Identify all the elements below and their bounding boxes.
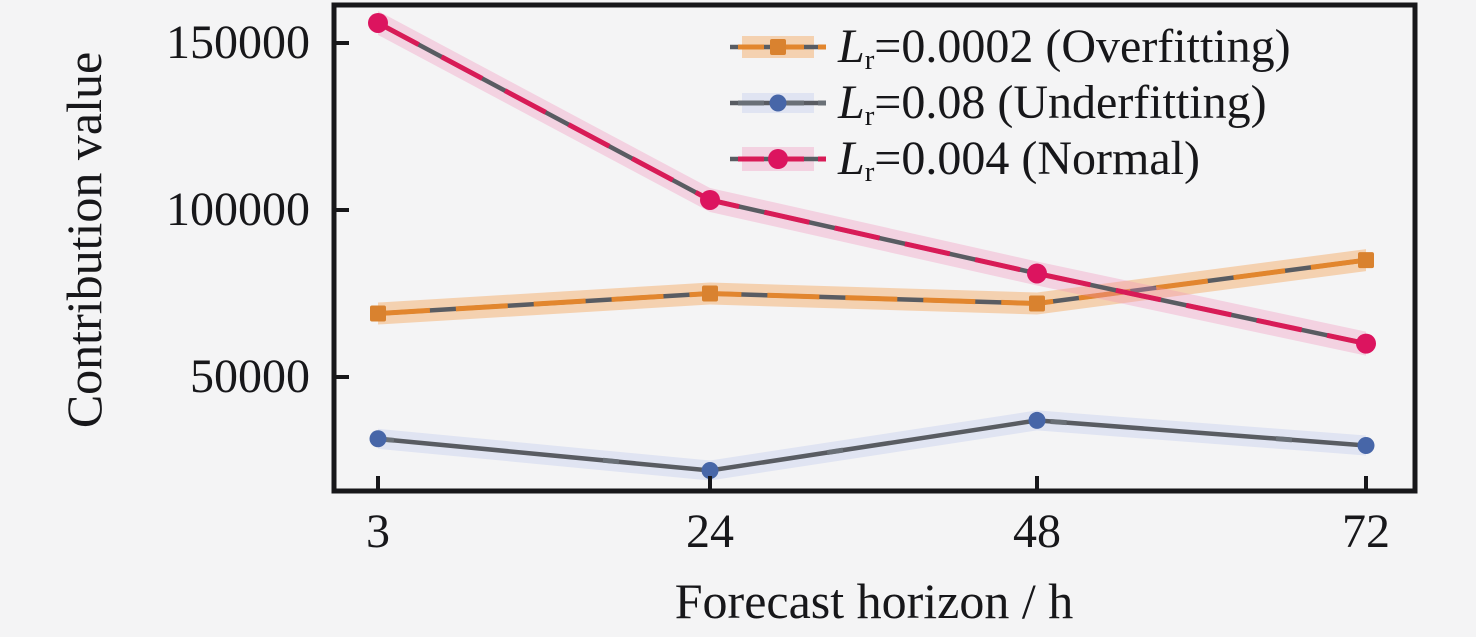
x-tick-72: 72 bbox=[1342, 505, 1390, 558]
legend-label-underfitting: Lr=0.08 (Underfitting) bbox=[838, 75, 1267, 132]
data-point-marker bbox=[1356, 333, 1376, 354]
legend: Lr=0.0002 (Overfitting) Lr=0.08 (Underfi… bbox=[728, 19, 1291, 188]
legend-item-normal: Lr=0.004 (Normal) bbox=[728, 131, 1291, 188]
data-point-marker bbox=[1358, 252, 1374, 269]
data-point-marker bbox=[370, 305, 386, 322]
y-axis-label: Contribution value bbox=[56, 51, 112, 429]
data-point-marker bbox=[1028, 411, 1046, 429]
series-line-2 bbox=[376, 20, 1367, 347]
legend-label-overfitting: Lr=0.0002 (Overfitting) bbox=[838, 19, 1291, 76]
legend-label-normal: Lr=0.004 (Normal) bbox=[838, 131, 1200, 188]
series-line-0 bbox=[377, 257, 1367, 317]
data-point-marker bbox=[701, 462, 719, 480]
data-point-marker bbox=[1029, 295, 1045, 312]
legend-line-sample-underfitting bbox=[730, 92, 826, 113]
data-point-marker bbox=[702, 285, 718, 302]
data-point-marker bbox=[700, 189, 720, 210]
axes-box bbox=[331, 2, 1418, 494]
y-tick-100000: 100000 bbox=[166, 183, 310, 236]
x-axis-label: Forecast horizon / h bbox=[674, 573, 1074, 629]
legend-item-overfitting: Lr=0.0002 (Overfitting) bbox=[728, 19, 1291, 76]
legend-line-sample-overfitting bbox=[730, 35, 826, 58]
data-point-marker bbox=[1357, 436, 1375, 454]
x-tick-48: 48 bbox=[1013, 505, 1061, 558]
x-tick-3: 3 bbox=[366, 505, 390, 558]
y-tick-50000: 50000 bbox=[190, 350, 310, 403]
legend-line-sample-normal bbox=[730, 146, 826, 171]
x-tick-24: 24 bbox=[686, 505, 734, 558]
data-point-marker bbox=[368, 12, 388, 33]
series-band-0 bbox=[378, 249, 1366, 325]
y-tick-150000: 150000 bbox=[166, 16, 310, 69]
data-point-marker bbox=[369, 430, 387, 448]
data-point-marker bbox=[1027, 263, 1047, 284]
legend-item-underfitting: Lr=0.08 (Underfitting) bbox=[728, 75, 1291, 132]
